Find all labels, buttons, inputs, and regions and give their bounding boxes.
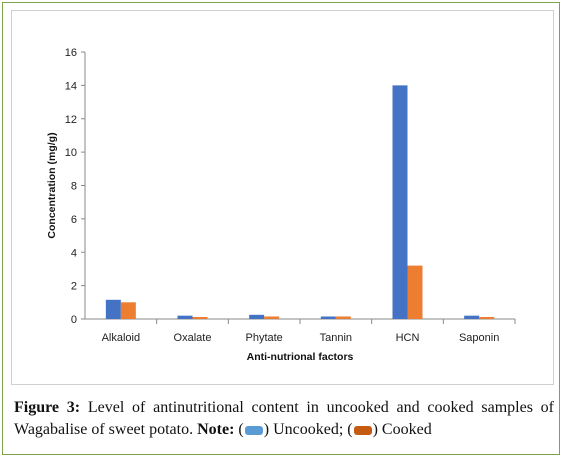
legend-cooked-label: ) Cooked <box>372 421 432 438</box>
bar-uncooked-saponin <box>464 315 480 319</box>
bar-cooked-phytate <box>264 316 280 319</box>
legend-swatch-uncooked <box>244 425 263 435</box>
y-tick-label: 16 <box>65 47 77 59</box>
x-tick-label: Oxalate <box>174 332 212 344</box>
caption-label: Figure 3: <box>14 399 81 416</box>
caption-note-label: Note: <box>197 421 235 438</box>
legend-swatch-cooked <box>353 425 372 435</box>
y-tick-label: 12 <box>65 114 77 126</box>
legend-open: ( <box>238 421 244 438</box>
bar-uncooked-phytate <box>249 314 265 319</box>
y-tick-label: 4 <box>71 247 77 259</box>
bar-cooked-oxalate <box>192 316 208 319</box>
y-tick-label: 2 <box>71 281 77 293</box>
figure-caption: Figure 3: Level of antinutritional conte… <box>14 397 554 441</box>
bar-cooked-saponin <box>479 316 495 319</box>
y-tick-label: 0 <box>71 314 77 326</box>
y-tick-label: 14 <box>65 80 77 92</box>
bar-chart: 0 2 4 6 8 10 12 14 16 Alkaloid Oxalate Phytate Tanni… <box>46 47 516 363</box>
chart-area <box>11 10 554 385</box>
y-tick-label: 8 <box>71 181 77 193</box>
figure-frame <box>2 2 560 455</box>
y-axis-title: Concentration (mg/g) <box>46 132 58 238</box>
bar-uncooked-hcn <box>392 85 408 319</box>
y-tick-label: 10 <box>65 147 77 159</box>
x-tick-label: Alkaloid <box>102 332 141 344</box>
bar-cooked-alkaloid <box>120 302 136 319</box>
bar-cooked-tannin <box>335 316 351 319</box>
bar-uncooked-alkaloid <box>105 299 121 319</box>
caption-text: Level of antinutritional content in unco… <box>14 399 555 438</box>
bar-uncooked-tannin <box>320 316 336 319</box>
bar-uncooked-oxalate <box>177 315 193 319</box>
x-tick-label: Tannin <box>320 332 352 344</box>
x-axis-title: Anti-nutrional factors <box>247 351 354 363</box>
y-tick-label: 6 <box>71 214 77 226</box>
x-tick-label: HCN <box>396 332 420 344</box>
x-tick-label: Saponin <box>459 332 499 344</box>
x-tick-label: Phytate <box>246 332 283 344</box>
bar-cooked-hcn <box>407 265 423 319</box>
legend-uncooked-label: ) Uncooked; ( <box>263 421 353 438</box>
